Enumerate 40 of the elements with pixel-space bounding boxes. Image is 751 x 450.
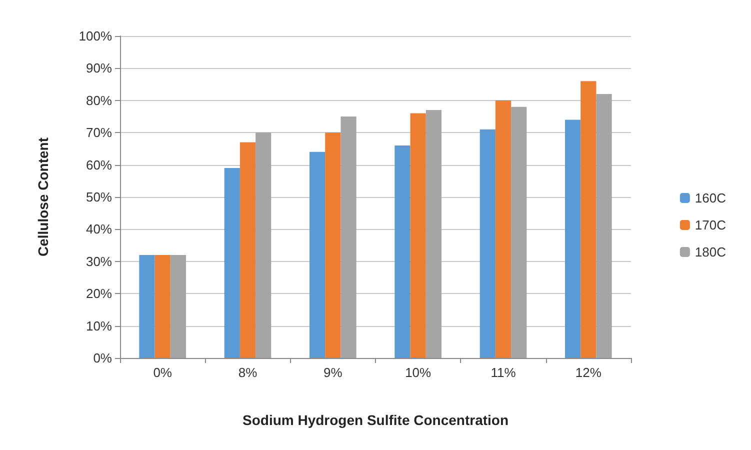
y-tick-label: 90%	[86, 60, 112, 76]
bar	[139, 254, 155, 358]
x-tick-label: 0%	[153, 365, 172, 380]
bar	[480, 129, 496, 358]
bar	[596, 94, 612, 358]
bar	[580, 81, 596, 358]
bar	[224, 168, 240, 358]
bar	[340, 116, 356, 358]
x-axis-title: Sodium Hydrogen Sulfite Concentration	[242, 412, 509, 428]
y-tick-label: 20%	[86, 286, 112, 302]
y-axis-title: Cellulose Content	[35, 137, 51, 257]
bar	[394, 145, 410, 358]
y-tick-label: 30%	[86, 254, 112, 269]
legend-label: 180C	[694, 244, 726, 260]
y-tick-label: 0%	[93, 350, 112, 366]
bar	[325, 132, 341, 358]
x-tick-label: 11%	[490, 365, 516, 380]
y-tick-label: 70%	[86, 125, 112, 140]
y-tick-label: 80%	[86, 92, 112, 108]
bar	[410, 113, 426, 358]
bar	[564, 120, 581, 358]
bar	[426, 110, 442, 358]
y-tick-label: 60%	[86, 157, 112, 172]
x-tick-label: 9%	[324, 365, 343, 380]
bar	[154, 254, 170, 358]
bar	[511, 106, 527, 358]
bar	[495, 100, 512, 358]
y-tick-label: 10%	[86, 318, 112, 334]
legend-label: 170C	[694, 218, 726, 232]
legend-label: 160C	[694, 190, 726, 206]
bar	[309, 152, 326, 358]
x-tick-label: 10%	[405, 365, 432, 380]
x-tick-label: 8%	[238, 365, 258, 380]
bar	[240, 142, 256, 358]
x-tick-label: 12%	[575, 365, 602, 380]
bar	[170, 254, 186, 358]
y-tick-label: 100%	[78, 28, 112, 44]
bar	[256, 132, 272, 358]
y-tick-label: 50%	[86, 190, 112, 204]
y-tick-label: 40%	[86, 222, 112, 237]
